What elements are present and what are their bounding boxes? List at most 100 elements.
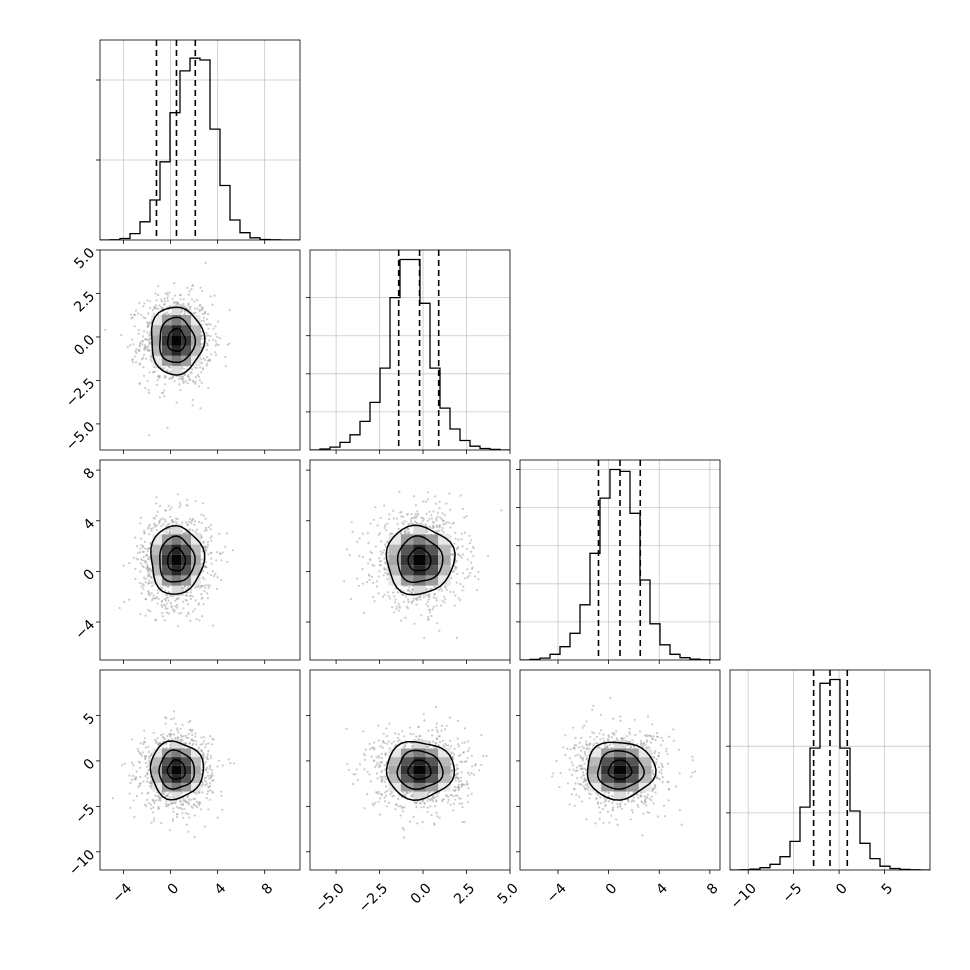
scatter-point — [142, 545, 145, 548]
scatter-point — [139, 516, 142, 519]
scatter-point — [454, 565, 457, 569]
scatter-point — [181, 802, 184, 805]
scatter-point — [407, 598, 410, 601]
scatter-point — [378, 557, 381, 560]
scatter-point — [170, 729, 173, 732]
scatter-point — [466, 576, 469, 579]
scatter-point — [208, 798, 211, 801]
scatter-point — [191, 806, 194, 809]
scatter-point — [403, 520, 406, 523]
scatter-point — [426, 498, 429, 501]
scatter-point — [143, 532, 146, 535]
scatter-point — [176, 625, 180, 628]
scatter-point — [199, 286, 202, 289]
scatter-point — [167, 504, 170, 507]
scatter-point — [146, 765, 149, 768]
scatter-point — [229, 762, 232, 765]
scatter-point — [402, 593, 405, 597]
scatter-point — [199, 407, 202, 410]
scatter-point — [205, 348, 208, 351]
scatter-point — [207, 750, 210, 753]
scatter-point — [158, 304, 161, 307]
scatter-point — [208, 359, 212, 362]
scatter-point — [438, 507, 441, 510]
density-cell — [181, 565, 192, 576]
scatter-point — [462, 585, 465, 588]
scatter-point — [169, 602, 172, 605]
scatter-point — [194, 500, 197, 503]
scatter-point — [173, 380, 176, 383]
scatter-point — [377, 575, 380, 578]
scatter-point — [422, 500, 425, 503]
scatter-point — [428, 593, 431, 596]
scatter-point — [462, 553, 465, 556]
scatter-point — [375, 585, 378, 588]
scatter-point — [207, 586, 210, 589]
scatter-point — [207, 312, 210, 316]
scatter-point — [148, 594, 151, 597]
scatter-point — [444, 728, 447, 731]
scatter-point — [392, 740, 395, 743]
scatter-point — [207, 742, 210, 745]
scatter-point — [200, 319, 203, 322]
scatter-point — [139, 570, 142, 573]
scatter-point — [406, 513, 409, 516]
scatter-point — [427, 618, 430, 621]
scatter-point — [175, 805, 178, 808]
scatter-point — [129, 781, 132, 785]
scatter-point — [395, 605, 398, 608]
scatter-point — [140, 754, 143, 757]
scatter-point — [475, 589, 479, 592]
scatter-point — [197, 603, 200, 606]
scatter-point — [207, 525, 210, 529]
scatter-point — [166, 297, 169, 300]
axes-frame — [519, 459, 721, 661]
histogram-steps-1 — [310, 258, 510, 450]
scatter-point — [203, 736, 206, 739]
scatter-point — [410, 600, 413, 603]
scatter-point — [209, 536, 212, 540]
scatter-point — [168, 291, 171, 294]
scatter-point — [189, 597, 193, 601]
scatter-point — [181, 812, 184, 815]
scatter-point — [380, 540, 383, 543]
scatter-point — [178, 612, 181, 615]
scatter-point — [202, 514, 205, 517]
scatter-point — [135, 770, 138, 773]
scatter-point — [191, 733, 194, 737]
scatter-point — [207, 774, 210, 777]
scatter-point — [166, 311, 169, 314]
scatter-point — [148, 523, 151, 526]
scatter-point — [130, 317, 133, 320]
scatter-point — [141, 582, 144, 585]
scatter-point — [141, 358, 144, 361]
scatter-point — [435, 524, 438, 527]
scatter-point — [128, 774, 131, 777]
scatter-point — [403, 529, 406, 533]
scatter-point — [220, 790, 223, 793]
scatter-point — [434, 592, 437, 596]
scatter-point — [175, 597, 178, 600]
scatter-point — [221, 808, 224, 811]
scatter-point — [159, 518, 162, 521]
scatter-point — [438, 500, 441, 503]
scatter-point — [141, 550, 144, 554]
scatter-point — [159, 586, 162, 589]
scatter-point — [436, 515, 439, 518]
scatter-point — [388, 513, 391, 516]
scatter-point — [144, 746, 147, 749]
scatter-point — [167, 585, 170, 588]
scatter-point — [139, 782, 142, 785]
scatter-point — [181, 521, 184, 524]
scatter-plot-area-3-0 — [111, 710, 236, 839]
scatter-point — [165, 802, 168, 805]
scatter-point — [456, 572, 459, 576]
scatter-point — [194, 732, 197, 735]
scatter-point — [199, 303, 202, 306]
scatter-point — [203, 312, 206, 315]
contour-level-1 — [159, 316, 197, 364]
scatter-point — [132, 799, 135, 802]
scatter-point — [211, 570, 214, 573]
scatter-point — [183, 585, 187, 588]
scatter-point — [361, 567, 364, 571]
